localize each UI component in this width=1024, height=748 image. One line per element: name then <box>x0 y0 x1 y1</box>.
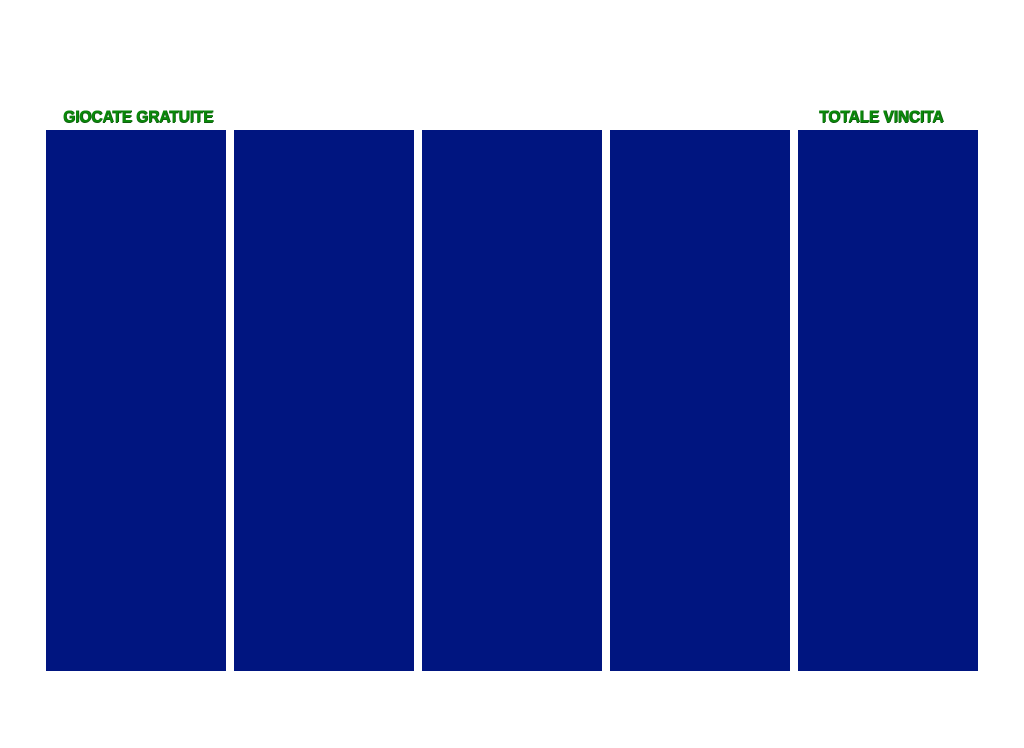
total-win-label: TOTALE VINCITA <box>819 107 944 126</box>
reel-3 <box>422 130 602 671</box>
reel-5 <box>798 130 978 671</box>
reel-4 <box>610 130 790 671</box>
reel-1 <box>46 130 226 671</box>
reel-2 <box>234 130 414 671</box>
free-spins-label: GIOCATE GRATUITE <box>63 107 214 126</box>
